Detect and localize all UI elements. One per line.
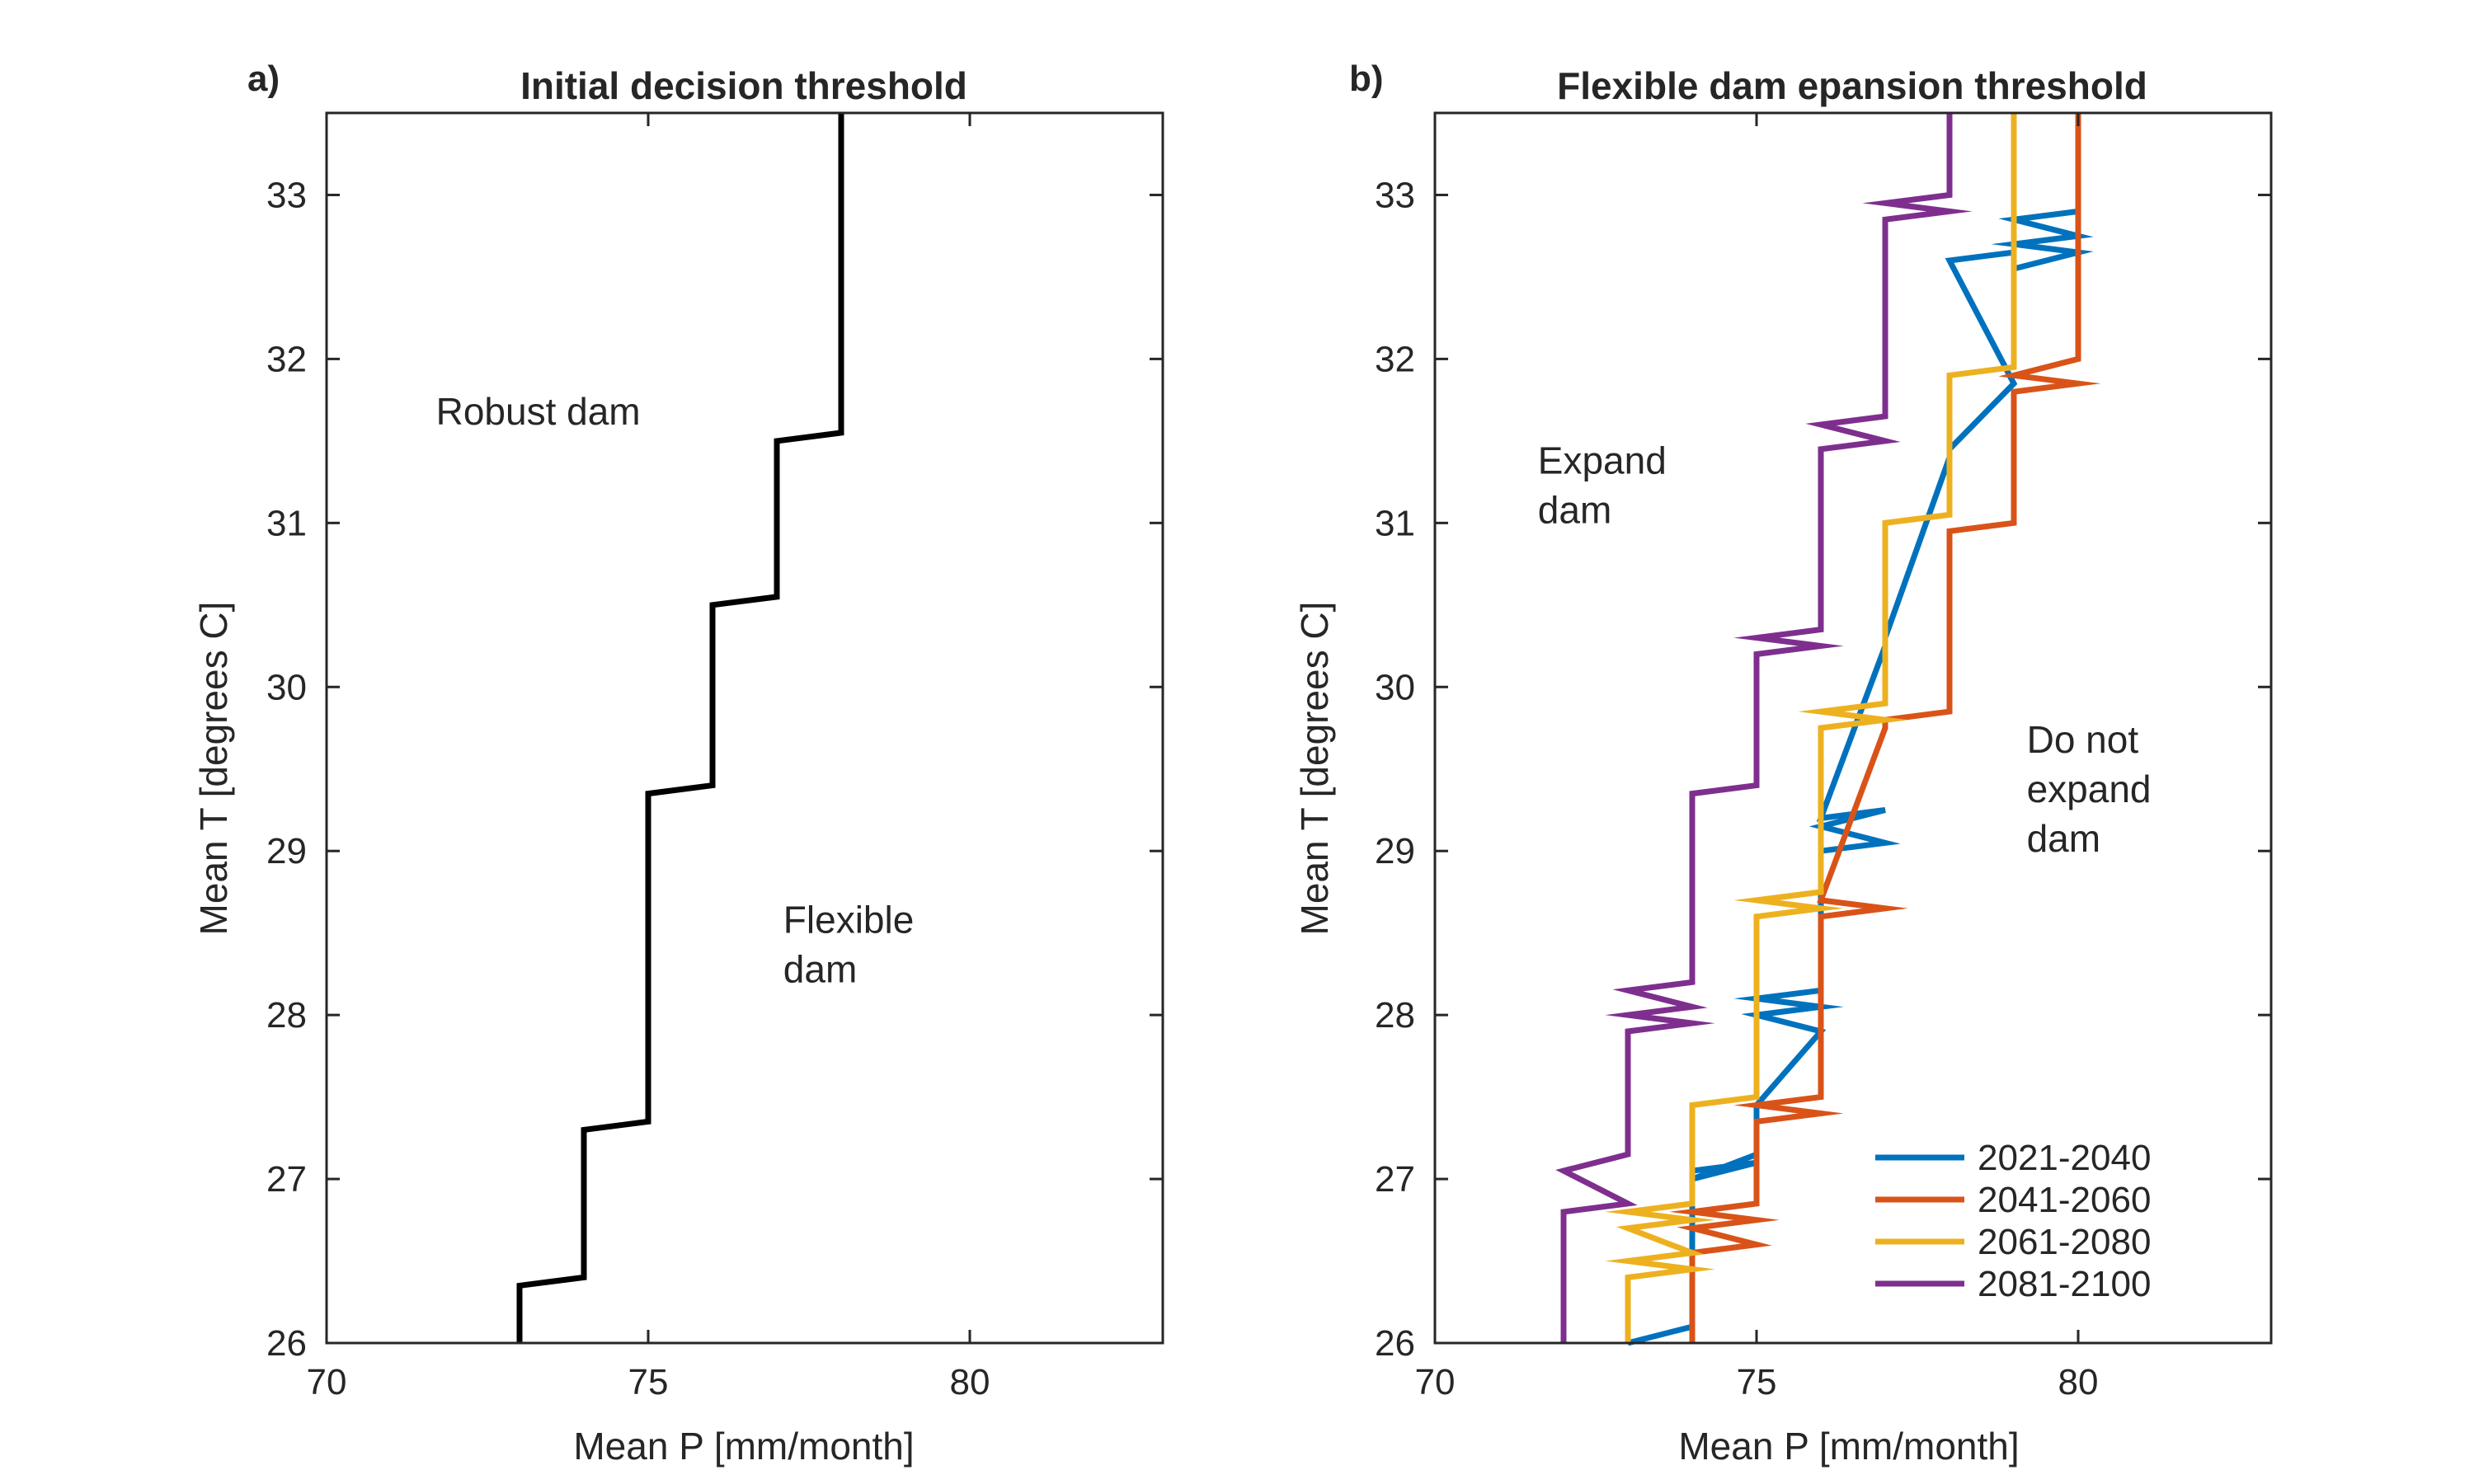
x-tick-label: 70	[307, 1362, 347, 1402]
x-tick-label: 80	[2058, 1362, 2099, 1402]
annotation-line: expand	[2027, 768, 2152, 810]
panel-b-xlabel: Mean P [mm/month]	[1678, 1425, 2019, 1468]
y-tick-label: 33	[1375, 175, 1415, 215]
x-tick-label: 75	[1737, 1362, 1777, 1402]
y-tick-label: 29	[266, 831, 307, 871]
legend-entry-label: 2041-2060	[1978, 1180, 2151, 1220]
panel-b-ylabel: Mean T [degrees C]	[1293, 602, 1336, 936]
y-tick-label: 30	[266, 667, 307, 707]
y-tick-label: 26	[1375, 1323, 1415, 1364]
annotation-line: Robust dam	[436, 390, 641, 433]
annotation-line: Expand	[1538, 439, 1667, 482]
annotation-line: dam	[1538, 489, 1611, 532]
panel-a: a) Initial decision threshold Mean P [mm…	[192, 59, 1164, 1468]
legend-entry-label: 2081-2100	[1978, 1264, 2151, 1304]
region-annotation: Robust dam	[436, 390, 641, 433]
plot-frame	[1433, 111, 2273, 1345]
y-tick-label: 31	[266, 503, 307, 543]
series-line-2041-2060	[1669, 113, 2101, 1343]
series-line-2061-2080	[1605, 113, 2017, 1343]
x-tick-label: 80	[950, 1362, 990, 1402]
y-tick-label: 32	[1375, 339, 1415, 379]
y-tick-label: 28	[266, 995, 307, 1036]
y-tick-label: 30	[1375, 667, 1415, 707]
panel-a-title: Initial decision threshold	[520, 64, 967, 107]
annotation-line: Do not	[2027, 718, 2139, 761]
region-annotation: Flexible dam	[783, 899, 915, 991]
plot-frame	[325, 111, 1164, 1345]
y-tick-label: 31	[1375, 503, 1415, 543]
annotation-line: dam	[783, 948, 857, 991]
series-line-2081-2100	[1555, 113, 1973, 1343]
panel-a-label: a)	[247, 59, 280, 99]
legend-entry-label: 2061-2080	[1978, 1222, 2151, 1262]
y-tick-label: 33	[266, 175, 307, 215]
y-tick-label: 26	[266, 1323, 307, 1364]
panel-b: b) Flexible dam epansion threshold Mean …	[1293, 59, 2273, 1468]
region-annotation: Do not expand dam	[2027, 718, 2152, 860]
panel-b-title: Flexible dam epansion threshold	[1557, 64, 2147, 107]
annotation-line: dam	[2027, 817, 2100, 860]
annotation-line: Flexible	[783, 899, 915, 942]
panel-a-ylabel: Mean T [degrees C]	[192, 602, 235, 936]
x-tick-label: 70	[1415, 1362, 1456, 1402]
panel-b-label: b)	[1349, 59, 1384, 99]
y-tick-label: 32	[266, 339, 307, 379]
region-annotation: Expand dam	[1538, 439, 1667, 532]
series-line-threshold-0	[516, 113, 844, 1343]
y-tick-label: 27	[266, 1159, 307, 1200]
x-tick-label: 75	[628, 1362, 669, 1402]
legend-entry-label: 2021-2040	[1978, 1138, 2151, 1178]
y-tick-label: 28	[1375, 995, 1415, 1036]
y-tick-label: 29	[1375, 831, 1415, 871]
y-tick-label: 27	[1375, 1159, 1415, 1200]
panel-a-xlabel: Mean P [mm/month]	[573, 1425, 914, 1468]
